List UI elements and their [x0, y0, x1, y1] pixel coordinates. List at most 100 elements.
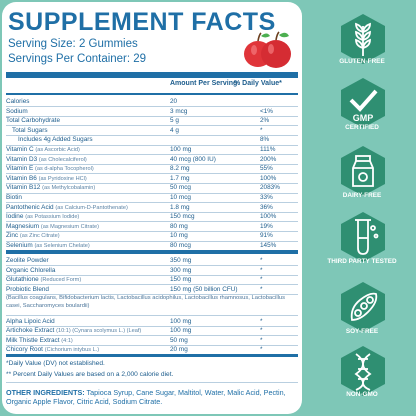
- daily-value: 2%: [260, 117, 270, 125]
- nutrient-label: Total Sugars: [12, 126, 48, 134]
- nutrient-source: (Cichorium intybus L.): [44, 347, 100, 354]
- nutrient-label: Organic Chlorella: [6, 266, 56, 274]
- daily-value: 145%: [260, 242, 277, 249]
- daily-value: 100%: [260, 213, 277, 221]
- percent-dv-note: ** Percent Daily Values are based on a 2…: [6, 371, 174, 378]
- nutrient-name: Selenium (as Selenium Chelate): [6, 241, 90, 251]
- nutrient-name: Vitamin B12 (as Methylcobalamin): [6, 183, 95, 193]
- row-divider: [6, 173, 298, 175]
- other-ingredients: OTHER INGREDIENTS: Tapioca Syrup, Cane S…: [6, 388, 298, 406]
- badge-label: DAIRY-FREE: [342, 192, 382, 199]
- row-divider: [6, 134, 298, 136]
- nutrient-label: Vitamin B6: [6, 174, 37, 182]
- amount-value: 20: [170, 98, 178, 105]
- apple-icon: [244, 31, 291, 68]
- amount-value: 10 mg: [170, 232, 188, 240]
- supplement-facts-panel: SUPPLEMENT FACTS Serving Size: 2 Gummies…: [2, 2, 302, 414]
- amount-value: 100 mg: [170, 318, 192, 325]
- nutrient-name: Iodine (as Potassium Iodide): [6, 212, 79, 222]
- amount-value: 300 mg: [170, 266, 192, 274]
- nutrient-name: Includes 4g Added Sugars: [18, 135, 93, 144]
- nutrient-label: Vitamin C: [6, 146, 34, 153]
- daily-value: 33%: [260, 194, 273, 201]
- gmp-check-icon: GMP: [336, 76, 390, 130]
- table-row: Vitamin C (as Ascorbic Acid) 100 mg 111%: [6, 145, 298, 154]
- row-divider: [6, 344, 298, 346]
- table-row: Selenium (as Selenium Chelate) 80 mcg 145%: [6, 241, 298, 250]
- amount-value: 80 mg: [170, 222, 188, 230]
- row-divider: [6, 240, 298, 242]
- table-row: Sodium 3 mcg <1%: [6, 107, 298, 116]
- nutrient-label: Total Carbohydrate: [6, 117, 60, 125]
- amount-value: 8.2 mg: [170, 165, 190, 173]
- table-row: Vitamin D3 (as Cholecalciferol) 40 mcg (8…: [6, 155, 298, 164]
- badge-label: THIRD PARTY TESTED: [327, 258, 397, 265]
- nutrient-label: Vitamin E: [6, 165, 34, 173]
- test-tube-icon: [336, 210, 390, 264]
- table-row: Probiotic Blend 150 mg (50 billion CFU) *: [6, 285, 298, 294]
- nutrient-source: (as d-alpha Tocopherol): [35, 166, 94, 173]
- nutrient-name: Vitamin E (as d-alpha Tocopherol): [6, 164, 94, 174]
- nutrient-source: (as Zinc Citrate): [19, 233, 60, 240]
- daily-value: *: [260, 257, 263, 264]
- nutrient-name: Alpha Lipoic Acid: [6, 317, 55, 326]
- table-row: Calories 20: [6, 97, 298, 106]
- badge-label: SOY-FREE: [345, 328, 379, 335]
- nutrient-label: Vitamin B12: [6, 184, 41, 192]
- nutrient-name: Chicory Root (Cichorium intybus L.): [6, 345, 99, 355]
- amount-value: 40 mcg (800 IU): [170, 155, 216, 163]
- nutrient-label: Probiotic Blend: [6, 285, 49, 293]
- daily-value: *: [260, 346, 263, 354]
- daily-value: 19%: [260, 222, 273, 230]
- daily-value: *: [260, 276, 263, 284]
- table-row: Total Carbohydrate 5 g 2%: [6, 116, 298, 125]
- nutrient-source: (as Magnesium Citrate): [40, 223, 99, 230]
- nutrient-label: Zeolite Powder: [6, 257, 49, 264]
- row-divider: [6, 335, 298, 337]
- nutrient-label: Zinc: [6, 232, 19, 240]
- nutrient-name: Vitamin D3 (as Cholecalciferol): [6, 155, 87, 165]
- row-divider: [6, 221, 298, 223]
- nutrient-name: Artichoke Extract (10:1) (Cynara scolymu…: [6, 326, 141, 336]
- table-row: Alpha Lipoic Acid 100 mg *: [6, 317, 298, 326]
- badge-label: NON-GMO: [346, 391, 378, 398]
- amount-value: 5 g: [170, 117, 179, 125]
- daily-value: *: [260, 318, 263, 325]
- nutrient-name: Magnesium (as Magnesium Citrate): [6, 222, 99, 232]
- amount-value: 4 g: [170, 126, 179, 134]
- nutrient-label: Chicory Root: [6, 346, 43, 354]
- nutrient-source: (as Pyridoxine HCl): [38, 175, 87, 182]
- daily-value-note: *Daily Value (DV) not established.: [6, 360, 105, 367]
- nutrient-label: Calories: [6, 98, 30, 105]
- nutrient-name: Total Carbohydrate: [6, 116, 60, 125]
- row-divider: [6, 144, 298, 146]
- table-row: Magnesium (as Magnesium Citrate) 80 mg 19%: [6, 222, 298, 231]
- amount-value: 1.8 mg: [170, 203, 190, 211]
- daily-value: 8%: [260, 136, 270, 144]
- nutrient-label: Sodium: [6, 107, 28, 115]
- nutrient-name: Vitamin B6 (as Pyridoxine HCl): [6, 174, 87, 184]
- serving-size: Serving Size: 2 Gummies: [8, 38, 138, 50]
- amount-value: 50 mg: [170, 336, 188, 344]
- nutrient-label: Magnesium: [6, 222, 40, 230]
- row-divider: [6, 230, 298, 232]
- amount-value: 20 mg: [170, 346, 188, 354]
- row-divider: [6, 274, 298, 276]
- amount-value: 10 mcg: [170, 194, 191, 201]
- nutrient-label: Iodine: [6, 213, 24, 221]
- milk-carton-icon: [336, 144, 390, 198]
- dv-header: % Daily Value*: [234, 80, 282, 87]
- table-row: Includes 4g Added Sugars 8%: [6, 135, 298, 144]
- amount-value: 80 mcg: [170, 242, 191, 249]
- table-row: Vitamin B6 (as Pyridoxine HCl) 1.7 mg 100%: [6, 174, 298, 183]
- other-ingredients-text: Tapioca Syrup, Cane Sugar, Maltitol, Wat…: [6, 388, 286, 406]
- table-row: Milk Thistle Extract (4:1) 50 mg *: [6, 336, 298, 345]
- nutrient-name: Biotin: [6, 193, 22, 202]
- row-divider: [6, 284, 298, 286]
- nutrient-name: Sodium: [6, 107, 28, 116]
- table-row: Artichoke Extract (10:1) (Cynara scolymu…: [6, 326, 298, 335]
- table-row: Glutathione (Reduced Form) 150 mg *: [6, 275, 298, 284]
- amount-value: 100 mg: [170, 146, 192, 153]
- nutrient-name: Zinc (as Zinc Citrate): [6, 231, 60, 241]
- nutrient-label: Biotin: [6, 194, 22, 201]
